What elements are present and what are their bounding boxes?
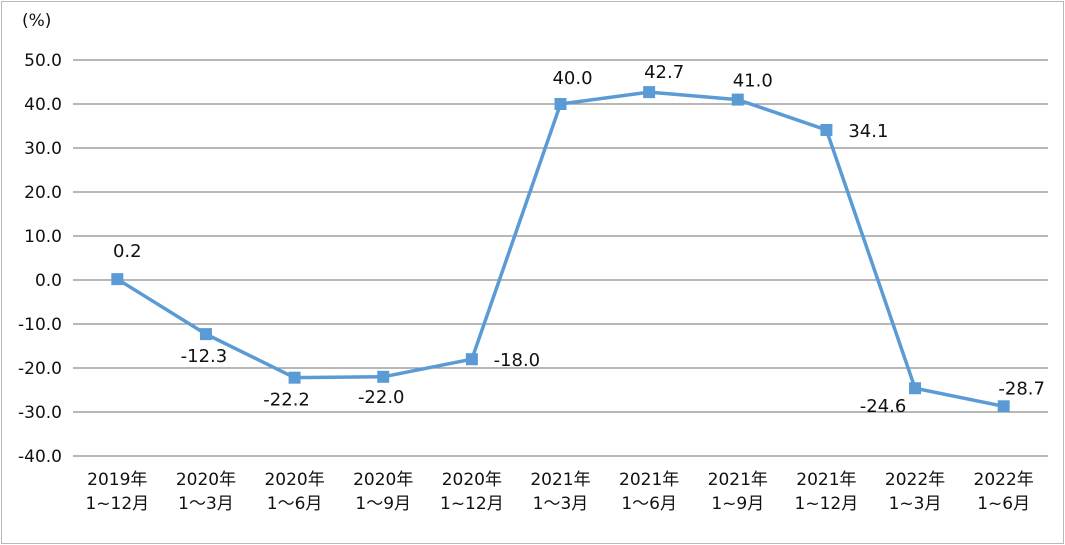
y-tick-label: -20.0 <box>18 359 62 379</box>
data-point <box>820 123 833 136</box>
x-tick-label: 1~6月 <box>977 494 1030 514</box>
x-tick-label: 2021年 <box>708 470 768 490</box>
data-point <box>554 98 567 110</box>
y-tick-label: -10.0 <box>18 315 62 335</box>
x-tick-label: 2019年 <box>87 470 147 490</box>
data-label: 34.1 <box>848 121 888 142</box>
x-tick-label: 2022年 <box>974 470 1034 490</box>
data-point <box>288 371 301 384</box>
y-tick-label: 20.0 <box>24 183 62 203</box>
x-tick-label: 2021年 <box>619 470 679 490</box>
x-tick-label: 2020年 <box>264 470 324 490</box>
data-point <box>731 93 744 106</box>
x-tick-label: 2020年 <box>442 470 502 490</box>
x-tick-label: 2020年 <box>176 470 236 490</box>
x-tick-label: 2021年 <box>796 470 856 490</box>
data-point <box>997 400 1010 413</box>
x-tick-label: 1～3月 <box>533 494 589 514</box>
x-tick-label: 1~3月 <box>889 494 942 514</box>
data-label: 0.2 <box>113 241 142 262</box>
data-point <box>111 273 124 286</box>
gridlines <box>73 59 1048 457</box>
data-label: -28.7 <box>998 378 1045 399</box>
unit-label: (%) <box>22 11 51 31</box>
data-label: -22.0 <box>358 387 405 408</box>
data-label: -22.2 <box>263 390 310 411</box>
series-markers <box>111 86 1010 413</box>
x-tick-label: 1～9月 <box>355 494 411 514</box>
y-tick-label: 30.0 <box>24 139 62 159</box>
x-tick-label: 1~12月 <box>795 494 859 514</box>
data-label: 42.7 <box>644 62 684 83</box>
y-tick-label: 10.0 <box>24 227 62 247</box>
x-tick-label: 1~12月 <box>85 494 149 514</box>
data-label: 41.0 <box>733 71 773 92</box>
data-point <box>909 382 922 395</box>
x-tick-label: 2022年 <box>885 470 945 490</box>
data-point <box>643 86 656 99</box>
y-tick-labels: 50.0 40.0 30.0 20.0 10.0 0.0 -10.0 -20.0 -30.0 -4… <box>18 51 62 467</box>
data-label: -12.3 <box>181 346 228 367</box>
y-tick-label: 0.0 <box>35 271 62 291</box>
x-tick-label: 2021年 <box>530 470 590 490</box>
y-tick-label: 40.0 <box>24 95 62 115</box>
y-tick-label: -40.0 <box>18 447 62 467</box>
data-point <box>377 370 390 383</box>
data-labels: 0.2 -12.3 -22.2 -22.0 -18.0 40.0 42.7 41.0 34.1 -… <box>113 62 1045 417</box>
data-point <box>199 328 212 341</box>
data-label: -18.0 <box>494 350 541 371</box>
data-label: -24.6 <box>860 396 907 417</box>
y-tick-label: -30.0 <box>18 403 62 423</box>
y-tick-label: 50.0 <box>24 51 62 71</box>
x-tick-label: 1～6月 <box>267 494 323 514</box>
x-tick-label: 1～6月 <box>621 494 677 514</box>
data-label: 40.0 <box>552 68 592 89</box>
x-tick-label: 2020年 <box>353 470 413 490</box>
x-tick-label: 1~12月 <box>440 494 504 514</box>
x-tick-label: 1~9月 <box>711 494 764 514</box>
x-tick-labels: 2019年 1~12月 2020年 1～3月 2020年 1～6月 2020年 1～9月 202… <box>85 470 1033 514</box>
x-tick-label: 1～3月 <box>178 494 234 514</box>
data-point <box>465 353 478 366</box>
